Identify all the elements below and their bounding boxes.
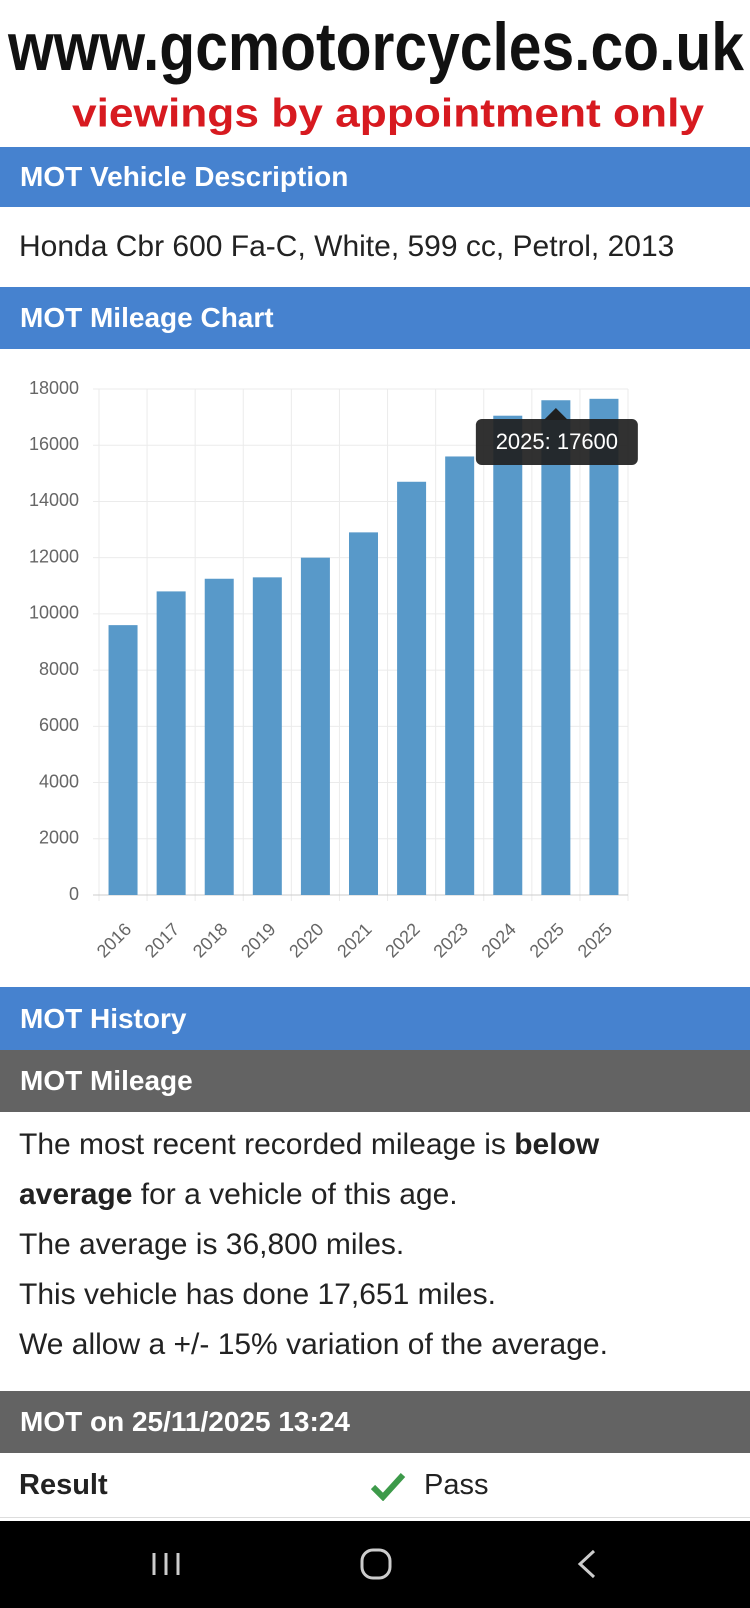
sub-heading: MOT on 25/11/2025 13:24 [0,1391,750,1453]
y-tick-label: 6000 [39,715,79,735]
x-tick-label: 2017 [141,919,183,961]
sub-heading: MOT Mileage [0,1050,750,1112]
y-tick-label: 2000 [39,828,79,848]
y-tick-label: 10000 [29,603,79,623]
vehicle-description: Honda Cbr 600 Fa-C, White, 599 cc, Petro… [19,230,675,263]
mileage-text: The most recent recorded mileage is belo… [0,1112,750,1391]
tagline: viewings by appointment only [72,92,705,136]
x-tick-label: 2020 [285,919,327,961]
bar [252,577,282,895]
y-tick-label: 0 [69,884,79,904]
tooltip-pointer [543,408,568,420]
bar [493,415,523,895]
tooltip-text: 2025: 17600 [496,429,618,454]
bar [541,400,571,895]
bar [156,591,186,895]
text: for a vehicle of this age. [132,1178,458,1211]
bar [108,625,138,895]
bold-text: below average [19,1128,600,1211]
mileage-chart: 0 2000 4000 6000 8000 10000 12000 14000 16000 180… [29,378,638,962]
site-banner: www.gcmotorcycles.co.uk viewings by appo… [7,9,744,136]
bar [445,456,475,895]
x-tick-label: 2025 [574,919,616,961]
paragraph: The most recent recorded mileage is belo… [19,1120,690,1220]
home-button[interactable] [360,1548,392,1580]
section-heading: MOT History [0,987,750,1050]
bar [349,532,378,895]
result-label: Result [19,1469,108,1501]
x-tick-label: 2019 [237,919,279,961]
result-value: Pass [424,1469,489,1501]
recent-apps-button[interactable] [152,1553,180,1575]
result-row: Result Pass [0,1453,750,1518]
back-button[interactable] [577,1549,596,1579]
section-heading: MOT Vehicle Description [0,147,750,207]
x-tick-label: 2024 [478,919,520,961]
bar [397,481,427,895]
bar [300,557,330,895]
x-tick-label: 2016 [93,919,135,961]
y-tick-label: 8000 [39,659,79,679]
site-url: www.gcmotorcycles.co.uk [7,9,744,85]
y-tick-label: 14000 [29,490,79,510]
bar [204,578,234,895]
bar [589,398,619,895]
line: This vehicle has done 17,651 miles. [19,1278,496,1311]
line: The average is 36,800 miles. [19,1228,405,1261]
x-tick-label: 2023 [429,919,471,961]
x-tick-label: 2025 [526,919,568,961]
x-tick-label: 2021 [333,919,375,961]
tooltip-box [475,419,638,465]
tooltip: 2025: 17600 [475,408,638,465]
text: The most recent recorded mileage is [19,1128,515,1161]
x-tick-label: 2022 [381,919,423,961]
y-tick-label: 12000 [29,546,79,566]
section-heading: MOT Mileage Chart [0,287,750,349]
y-tick-label: 16000 [29,434,79,454]
check-icon [370,1472,406,1501]
y-tick-label: 4000 [39,771,79,791]
y-tick-label: 18000 [29,378,79,398]
line: We allow a +/- 15% variation of the aver… [19,1328,608,1361]
nav-bar [0,1521,750,1608]
x-tick-label: 2018 [189,919,231,961]
